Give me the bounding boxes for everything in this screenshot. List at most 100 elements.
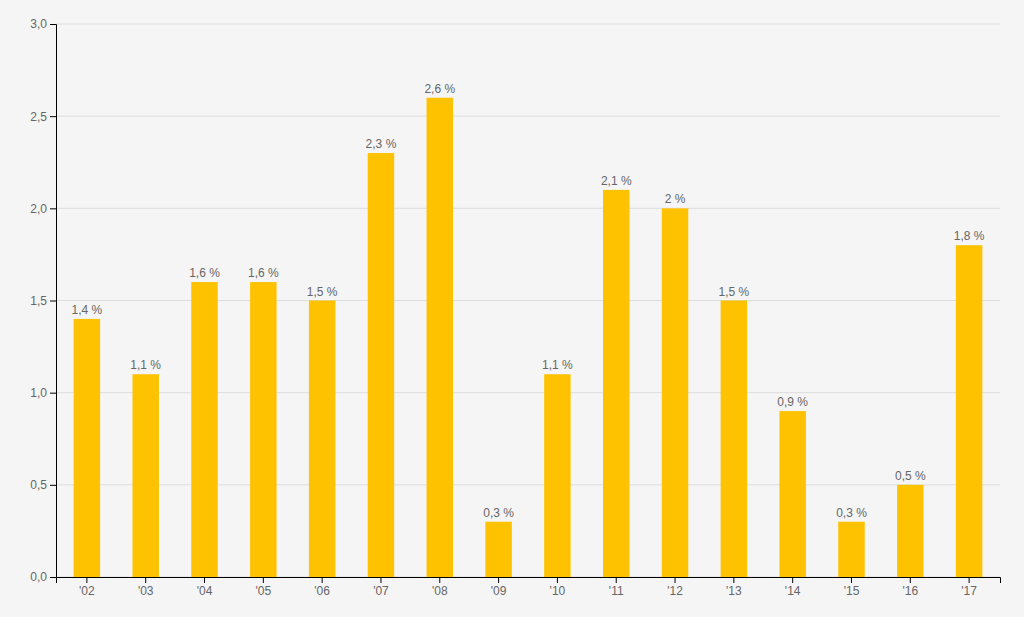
y-tick-mark [50, 116, 56, 117]
y-tick-label: 0,0 [30, 570, 47, 584]
bar [485, 522, 511, 577]
y-tick: 2,0 [30, 202, 56, 216]
bars [74, 98, 983, 577]
x-tick-mark [380, 577, 381, 583]
data-label: 1,5 % [307, 285, 338, 299]
y-tick: 0,5 [30, 478, 56, 492]
data-label: 1,8 % [954, 229, 985, 243]
data-label: 0,3 % [483, 506, 514, 520]
data-label: 2,3 % [366, 137, 397, 151]
x-tick: '02 [79, 577, 95, 598]
plot-area: 0,00,51,01,52,02,53,0'02'03'04'05'06'07'… [30, 17, 1000, 597]
data-label: 0,3 % [836, 506, 867, 520]
x-tick: '04 [197, 577, 213, 598]
x-axis: '02 '03 '04 '05 '06 '07 '08 '09 '10 '11 '12 '13 '14 '… [57, 577, 1001, 598]
x-tick-mark [792, 577, 793, 583]
x-tick-label: '11 [609, 584, 624, 598]
bar [191, 282, 217, 577]
x-tick: '17 [961, 577, 977, 598]
x-tick-mark [733, 577, 734, 583]
x-tick-label: '15 [844, 584, 860, 598]
grid [56, 24, 1000, 577]
x-tick: '08 [432, 577, 448, 598]
x-tick-mark [675, 577, 676, 583]
x-axis-line [57, 578, 1001, 584]
bar [250, 282, 276, 577]
x-tick: '14 [785, 577, 801, 598]
x-tick-mark [969, 577, 970, 583]
x-tick: '06 [314, 577, 330, 598]
chart: 0,00,51,01,52,02,53,0'02'03'04'05'06'07'… [0, 0, 1024, 617]
bar [309, 301, 335, 578]
bar [897, 485, 923, 577]
x-tick-label: '07 [373, 584, 389, 598]
y-tick-label: 1,5 [30, 294, 47, 308]
x-tick-label: '05 [256, 584, 272, 598]
x-tick-label: '09 [491, 584, 507, 598]
x-tick-label: '03 [138, 584, 154, 598]
y-tick: 2,5 [30, 110, 56, 124]
y-tick: 0,0 [30, 570, 56, 584]
bar [603, 190, 629, 577]
y-tick-mark [50, 208, 56, 209]
x-tick-mark [910, 577, 911, 583]
x-tick-label: '12 [667, 584, 683, 598]
y-tick-label: 1,0 [30, 386, 47, 400]
x-tick-mark [557, 577, 558, 583]
y-tick-label: 2,0 [30, 202, 47, 216]
x-tick-mark [322, 577, 323, 583]
x-tick-mark [145, 577, 146, 583]
x-tick-mark [204, 577, 205, 583]
data-label: 2,1 % [601, 174, 632, 188]
y-tick-mark [50, 301, 56, 302]
bar [721, 301, 747, 578]
y-tick: 3,0 [30, 17, 56, 31]
y-axis: 0,0 0,5 1,0 1,5 2,0 2,5 3,0 [30, 17, 56, 584]
y-tick-mark [50, 485, 56, 486]
x-tick-label: '06 [314, 584, 330, 598]
x-tick-label: '04 [197, 584, 213, 598]
y-tick: 1,5 [30, 294, 56, 308]
y-tick-label: 2,5 [30, 110, 47, 124]
y-tick: 1,0 [30, 386, 56, 400]
y-axis-line [50, 25, 57, 578]
x-tick: '09 [491, 577, 507, 598]
data-label: 1,5 % [719, 285, 750, 299]
bar [779, 411, 805, 577]
bar [132, 374, 158, 577]
x-tick-mark [616, 577, 617, 583]
x-tick-label: '14 [785, 584, 801, 598]
data-label: 2 % [665, 192, 686, 206]
data-label: 1,1 % [542, 358, 573, 372]
bar [662, 208, 688, 577]
data-label: 0,9 % [777, 395, 808, 409]
x-tick: '05 [256, 577, 272, 598]
x-tick: '10 [550, 577, 566, 598]
grid-line [56, 24, 1000, 25]
bar [544, 374, 570, 577]
data-label: 0,5 % [895, 469, 926, 483]
x-tick: '13 [726, 577, 742, 598]
bar [956, 245, 982, 577]
bar [74, 319, 100, 577]
y-tick-label: 3,0 [30, 17, 47, 31]
y-tick-mark [50, 24, 56, 25]
x-tick-label: '10 [550, 584, 566, 598]
x-tick: '11 [609, 577, 624, 598]
data-label: 1,1 % [130, 358, 161, 372]
x-tick-label: '08 [432, 584, 448, 598]
x-tick-mark [498, 577, 499, 583]
grid-line [56, 208, 1000, 209]
bar [427, 98, 453, 577]
y-tick-mark [50, 393, 56, 394]
x-tick-label: '13 [726, 584, 742, 598]
data-label: 1,4 % [72, 303, 103, 317]
x-tick-mark [263, 577, 264, 583]
data-labels: 1,4 %1,1 %1,6 %1,6 %1,5 %2,3 %2,6 %0,3 %… [72, 82, 985, 520]
y-tick-mark [50, 577, 56, 578]
x-tick: '07 [373, 577, 389, 598]
x-tick-mark [439, 577, 440, 583]
x-tick: '16 [902, 577, 918, 598]
x-tick: '03 [138, 577, 154, 598]
grid-line [56, 116, 1000, 117]
